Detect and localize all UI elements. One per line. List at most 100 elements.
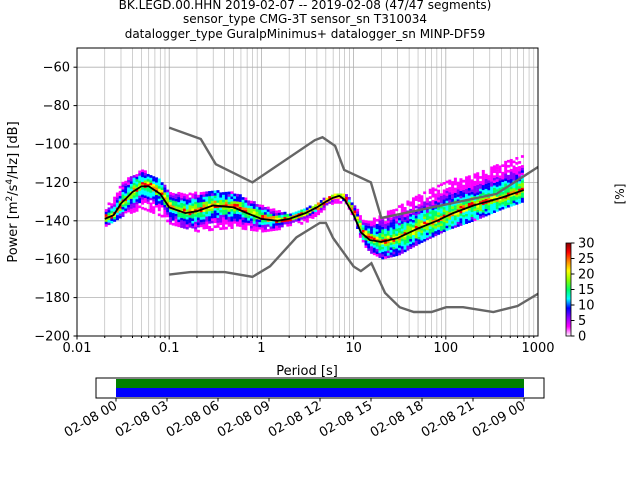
psd-cell [445, 225, 449, 229]
psd-cell [210, 193, 214, 196]
psd-cell [149, 207, 153, 211]
psd-cell [168, 204, 172, 208]
psd-cell [113, 199, 117, 202]
psd-cell [182, 213, 186, 217]
psd-cell [141, 201, 145, 205]
psd-cell [498, 187, 502, 191]
psd-cell [152, 198, 156, 202]
psd-cell [121, 181, 125, 185]
psd-cell [205, 218, 209, 222]
psd-cell [272, 210, 276, 214]
psd-cell [406, 235, 410, 239]
psd-cell [277, 225, 281, 228]
psd-cell [185, 214, 189, 217]
psd-cell [143, 170, 147, 174]
psd-cell [498, 177, 502, 181]
psd-cell [375, 246, 379, 250]
psd-cell [163, 194, 167, 198]
psd-cell [467, 195, 471, 199]
psd-cell [219, 212, 223, 216]
psd-cell [495, 164, 499, 167]
psd-cell [233, 193, 237, 197]
psd-cell [389, 209, 393, 213]
psd-cell [249, 228, 253, 231]
psd-cell [180, 200, 184, 203]
psd-cell [149, 192, 153, 196]
psd-cell [113, 219, 117, 222]
psd-cell [356, 218, 360, 222]
psd-cell [222, 219, 226, 223]
psd-cell [403, 249, 407, 253]
psd-cell [191, 223, 195, 226]
psd-cell [451, 216, 455, 219]
psd-cell [409, 203, 413, 207]
psd-cell [149, 190, 153, 193]
psd-cell [386, 212, 390, 216]
psd-cell [205, 198, 209, 202]
psd-cell [384, 231, 388, 234]
psd-cell [490, 183, 494, 187]
psd-cell [224, 226, 228, 230]
psd-cell [115, 197, 119, 201]
psd-cell [406, 202, 410, 206]
psd-cell [389, 234, 393, 238]
psd-cell [409, 218, 413, 222]
psd-cell [498, 197, 502, 201]
psd-cell [403, 239, 407, 243]
psd-cell [286, 216, 290, 220]
psd-cell [512, 165, 516, 169]
psd-cell [230, 208, 234, 212]
psd-cell [378, 227, 382, 231]
psd-cell [160, 189, 164, 193]
psd-cell [462, 194, 466, 198]
psd-cell [236, 216, 240, 220]
psd-cell [160, 184, 164, 188]
psd-cell [277, 215, 281, 218]
psd-cell [411, 202, 415, 206]
psd-cell [277, 217, 281, 221]
chart-title-line-3: datalogger_type GuralpMinimus+ datalogge… [124, 27, 486, 41]
psd-cell [266, 221, 270, 225]
psd-cell [512, 177, 516, 181]
psd-cell [263, 221, 267, 225]
psd-cell [305, 212, 309, 216]
psd-cell [196, 214, 200, 218]
psd-cell [124, 185, 128, 189]
psd-cell [185, 199, 189, 202]
psd-cell [490, 191, 494, 195]
psd-cell [308, 213, 312, 216]
psd-cell [249, 203, 253, 206]
psd-cell [490, 188, 494, 192]
psd-cell [425, 227, 429, 231]
psd-cell [490, 168, 494, 172]
psd-cell [439, 228, 443, 231]
psd-cell [113, 214, 117, 217]
psd-cell [431, 227, 435, 231]
psd-cell [434, 213, 438, 217]
mode-curve [104, 185, 525, 243]
psd-cell [400, 226, 404, 229]
psd-cell [406, 212, 410, 216]
psd-cell [406, 222, 410, 226]
psd-cell [484, 188, 488, 192]
psd-cell [202, 191, 206, 195]
psd-cell [171, 195, 175, 199]
psd-cell [512, 160, 516, 164]
psd-cell [392, 241, 396, 245]
psd-cell [417, 194, 421, 197]
psd-cell [163, 209, 167, 213]
psd-cell [129, 211, 133, 214]
psd-cell [509, 191, 513, 195]
psd-cell [157, 193, 161, 197]
psd-cell [146, 191, 150, 195]
psd-cell [241, 202, 245, 205]
psd-cell [249, 225, 253, 229]
psd-cell [465, 183, 469, 187]
psd-cell [372, 234, 376, 238]
psd-cell [451, 226, 455, 229]
psd-cell [196, 219, 200, 223]
psd-cell [423, 216, 427, 220]
psd-cell [174, 213, 178, 217]
psd-cell [492, 210, 496, 213]
psd-cell [462, 217, 466, 220]
